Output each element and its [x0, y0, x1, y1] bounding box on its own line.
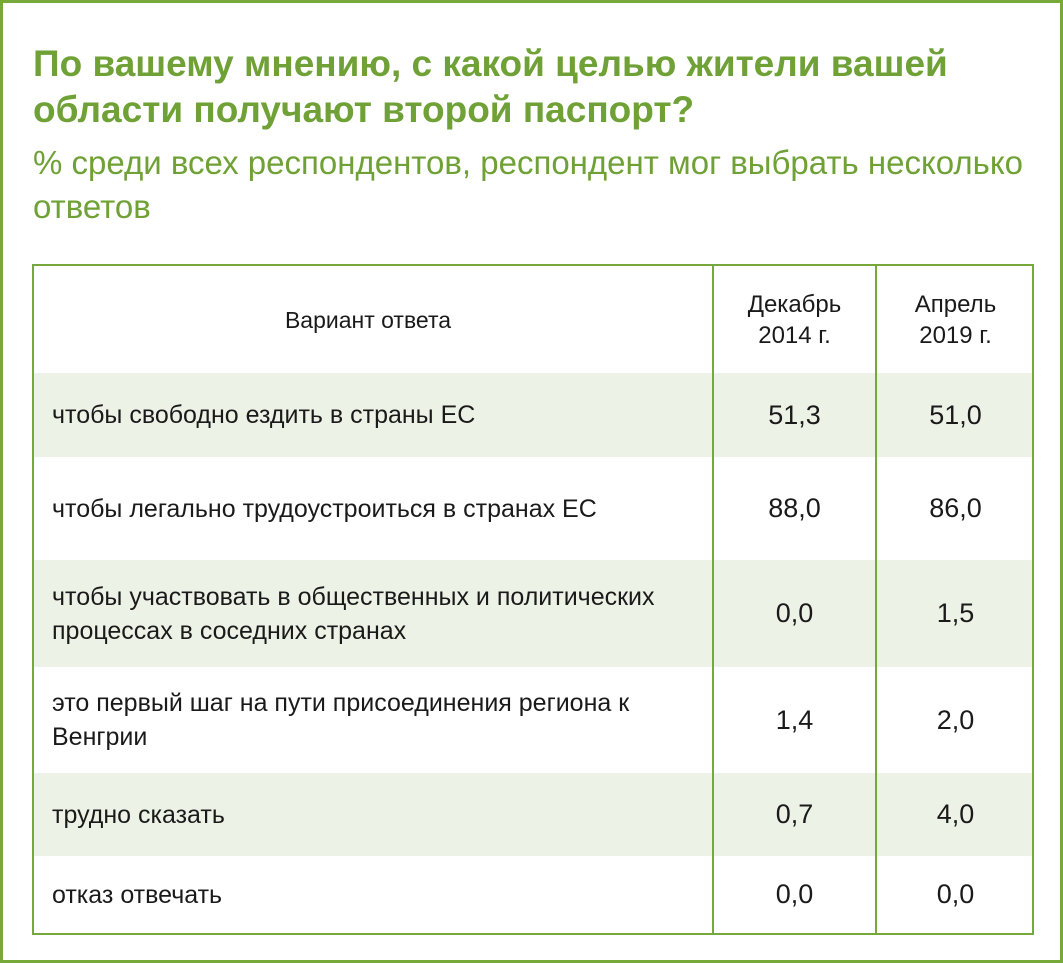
data-table: Вариант ответа Декабрь 2014 г. Апрель 20…: [32, 264, 1034, 935]
table-row: чтобы легально трудоустроиться в странах…: [34, 457, 1032, 560]
row-label: чтобы легально трудоустроиться в странах…: [52, 494, 597, 523]
table-row: трудно сказать 0,7 4,0: [34, 773, 1032, 856]
row-value-dec2014: 88,0: [768, 493, 821, 523]
row-label: чтобы участвовать в общественных и полит…: [52, 582, 655, 645]
row-value-apr2019: 4,0: [936, 799, 975, 829]
header-dec2014: Декабрь 2014 г.: [714, 266, 875, 373]
table-row: это первый шаг на пути присоединения рег…: [34, 667, 1032, 773]
row-label: трудно сказать: [52, 800, 225, 829]
row-value-dec2014: 0,7: [775, 799, 814, 829]
chart-subtitle: % среди всех респондентов, респондент мо…: [33, 144, 1023, 225]
row-value-dec2014: 0,0: [775, 598, 814, 628]
row-value-dec2014: 0,0: [775, 879, 814, 909]
column-divider: [712, 266, 714, 933]
header-dec2014-line1: Декабрь: [747, 290, 842, 318]
row-value-apr2019: 86,0: [929, 493, 982, 523]
row-label: чтобы свободно ездить в страны ЕС: [52, 401, 476, 429]
header-apr2019-line1: Апрель: [914, 290, 997, 318]
table-header-row: Вариант ответа Декабрь 2014 г. Апрель 20…: [34, 266, 1032, 373]
row-label: отказ отвечать: [52, 880, 223, 909]
row-value-apr2019: 51,0: [929, 399, 982, 430]
row-label: это первый шаг на пути присоединения рег…: [52, 689, 630, 751]
header-apr2019: Апрель 2019 г.: [877, 266, 1034, 373]
row-value-dec2014: 1,4: [775, 704, 814, 735]
header-answer: Вариант ответа: [284, 306, 452, 333]
header-dec2014-line2: 2014 г.: [758, 321, 831, 349]
header-apr2019-line2: 2019 г.: [919, 321, 992, 349]
table-row: чтобы свободно ездить в страны ЕС 51,3 5…: [34, 373, 1032, 457]
row-value-apr2019: 1,5: [936, 598, 975, 628]
row-value-apr2019: 0,0: [936, 879, 975, 909]
table-row: чтобы участвовать в общественных и полит…: [34, 560, 1032, 667]
row-value-apr2019: 2,0: [936, 704, 975, 735]
column-divider: [875, 266, 877, 933]
table-row: отказ отвечать 0,0 0,0: [34, 856, 1032, 933]
row-value-dec2014: 51,3: [768, 399, 821, 430]
chart-title: По вашему мнению, с какой целью жители в…: [33, 43, 948, 130]
